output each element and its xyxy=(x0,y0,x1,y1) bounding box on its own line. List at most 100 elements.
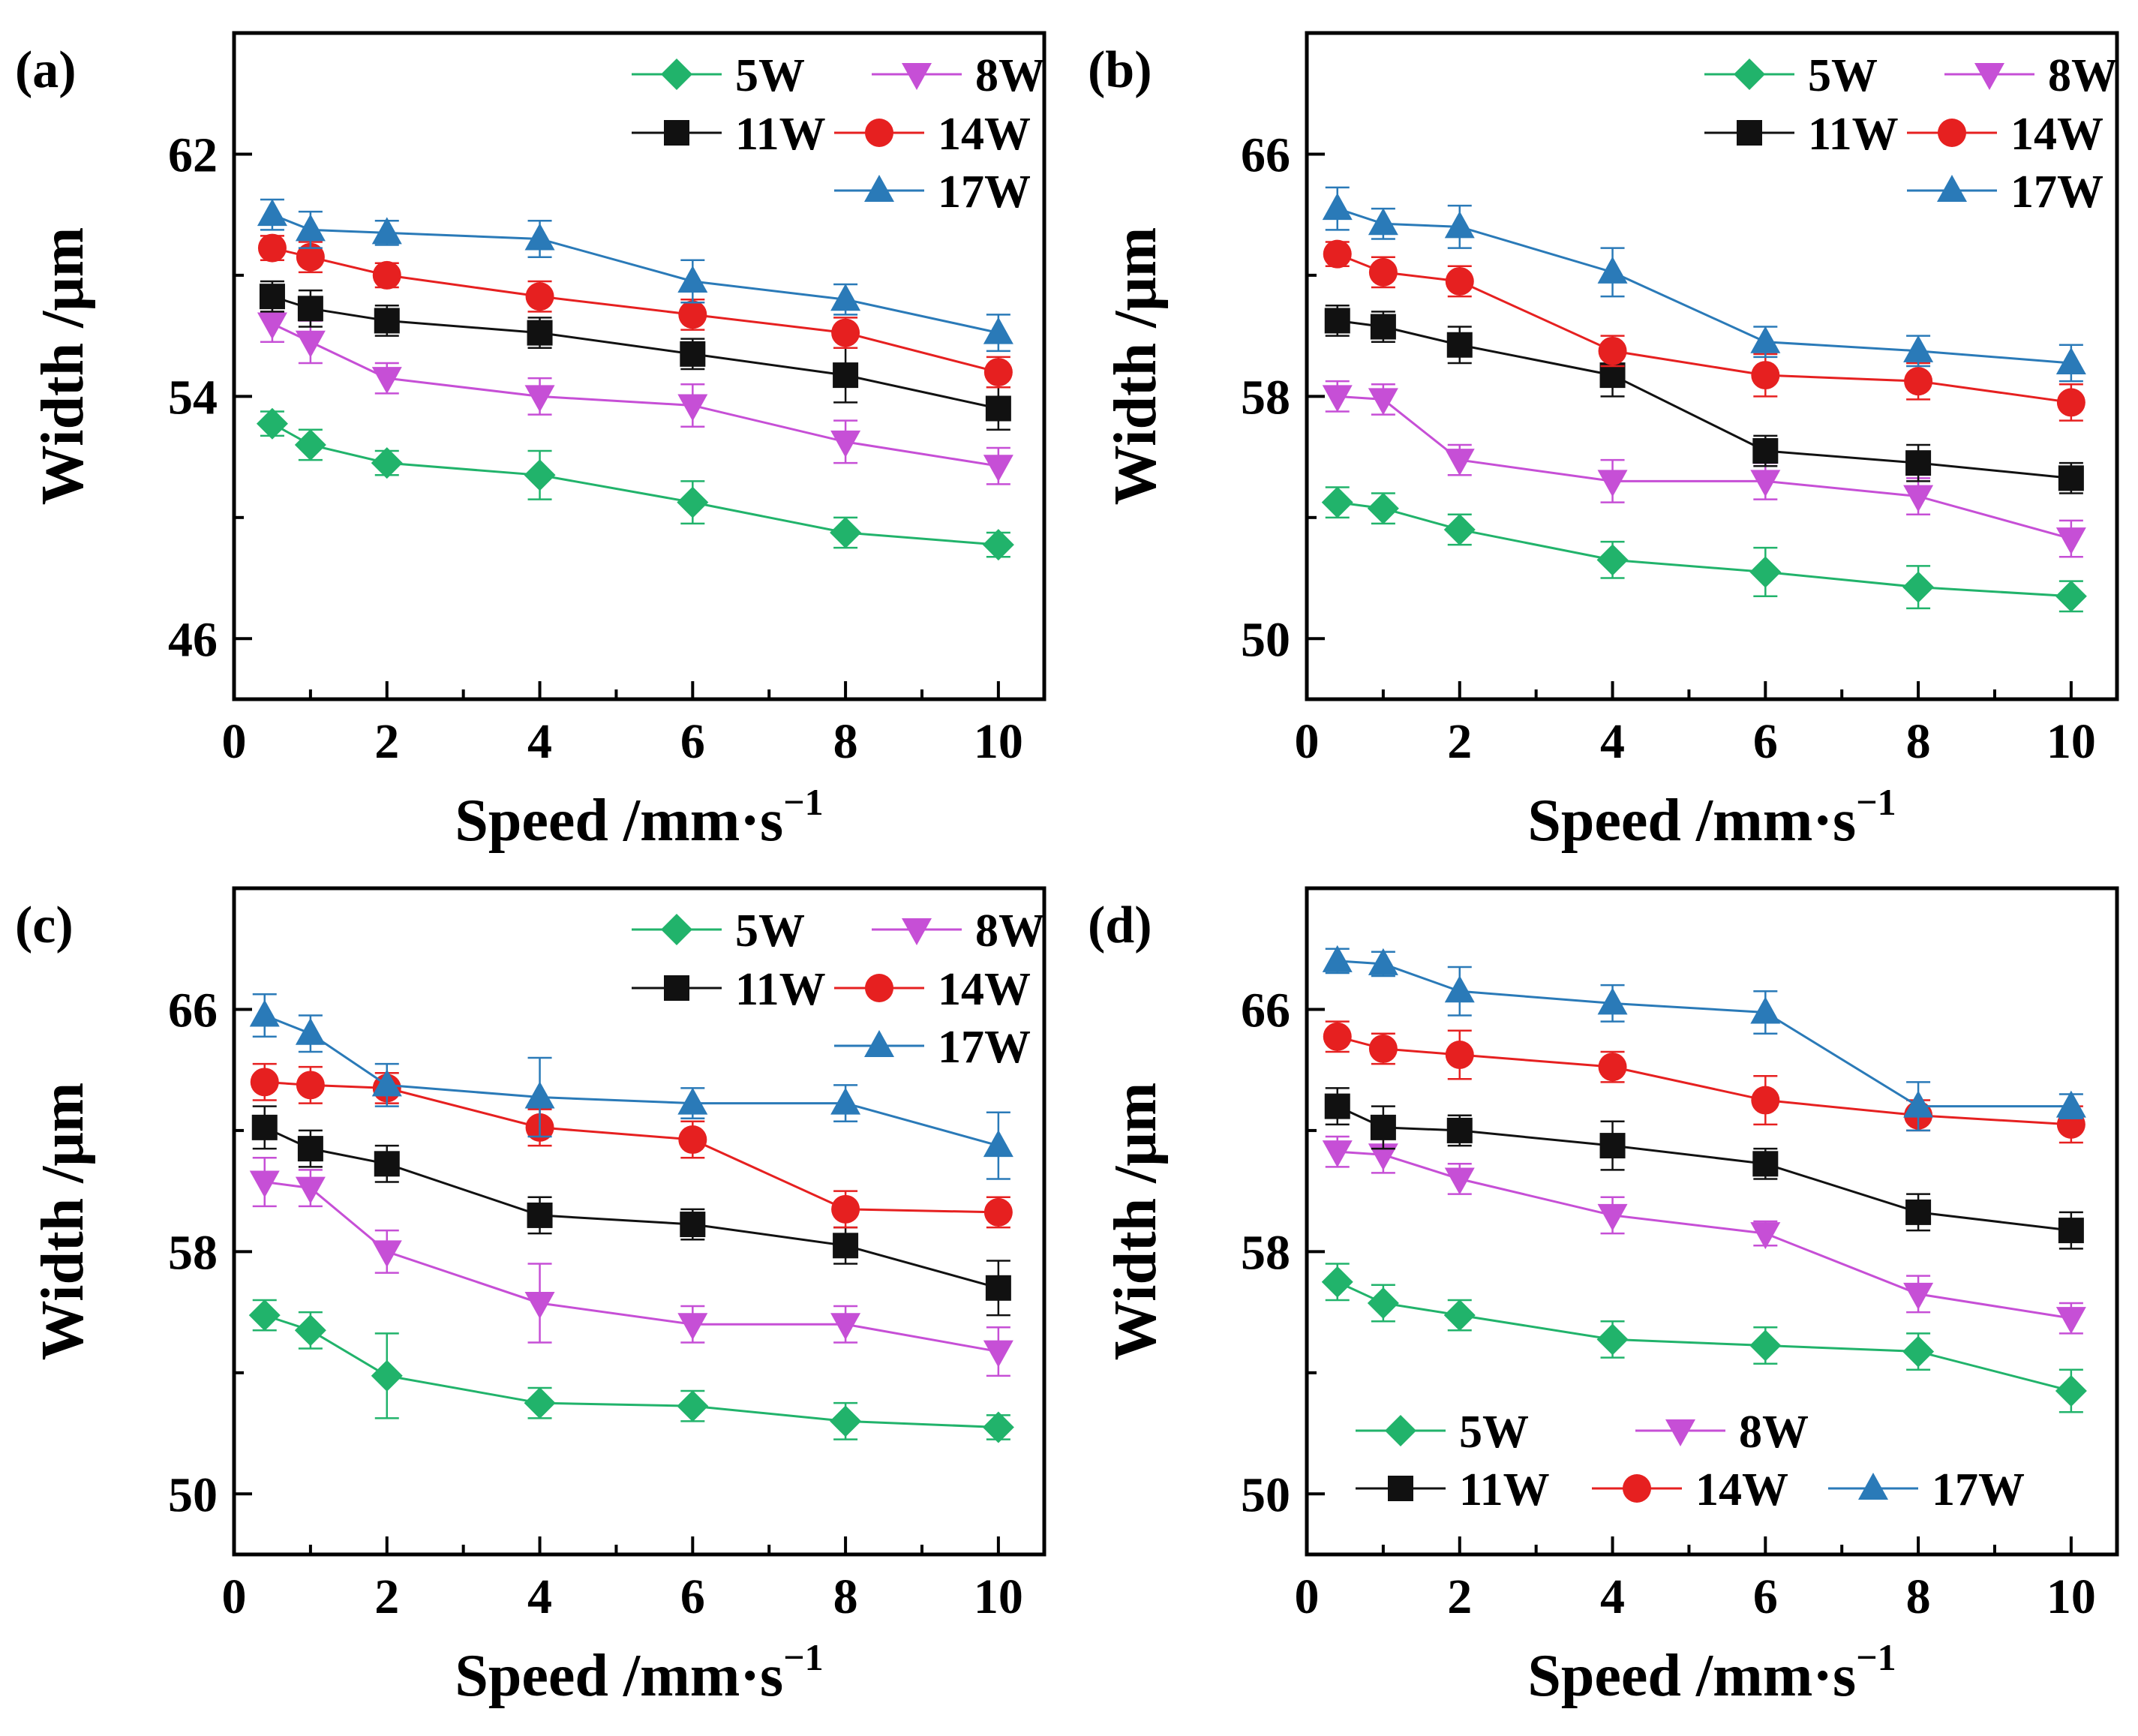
data-point-17W xyxy=(1444,211,1475,239)
series-line xyxy=(264,1014,999,1147)
x-tick-label: 4 xyxy=(527,714,552,769)
data-point-8W xyxy=(524,1291,555,1319)
legend-item-11W: 11W xyxy=(632,964,826,1015)
y-axis-label: Width /μm xyxy=(1103,227,1169,506)
legend-marker xyxy=(1938,119,1966,147)
data-point-5W xyxy=(1596,1323,1629,1356)
data-point-17W xyxy=(1903,335,1934,362)
legend-label: 17W xyxy=(1932,1464,2025,1515)
data-point-8W xyxy=(830,430,861,458)
data-point-8W xyxy=(257,312,287,340)
legend-label: 14W xyxy=(938,964,1031,1015)
data-point-11W xyxy=(374,308,400,334)
legend-marker xyxy=(1734,59,1765,90)
legend-item-17W: 17W xyxy=(1907,167,2103,218)
chart-panel-2: 0 2 4 6 8 10 50 58 66 Speed /mm·s−1 Width /μm (b) 5W… xyxy=(1088,31,2119,854)
x-tick-label: 6 xyxy=(680,1569,705,1624)
x-tick-label: 10 xyxy=(974,1569,1023,1624)
legend-marker xyxy=(1974,63,2004,90)
y-axis-label: Width /μm xyxy=(1103,1083,1169,1361)
data-point-5W xyxy=(1321,486,1353,518)
data-point-5W xyxy=(1443,1299,1476,1332)
data-point-17W xyxy=(830,1087,861,1115)
series-14W xyxy=(250,1062,1013,1229)
data-point-14W xyxy=(1904,367,1933,396)
data-point-8W xyxy=(249,1170,280,1198)
legend-item-5W: 5W xyxy=(632,50,805,101)
y-tick-label: 54 xyxy=(168,370,218,425)
y-tick-label: 58 xyxy=(1241,1225,1290,1280)
data-point-5W xyxy=(1596,544,1629,576)
data-point-17W xyxy=(983,1130,1013,1158)
data-point-17W xyxy=(371,1069,402,1097)
data-point-11W xyxy=(1905,1199,1932,1225)
legend: 5W 8W 11W 14W 17W xyxy=(1704,50,2118,218)
series-11W xyxy=(1324,1087,2084,1250)
x-tick-label: 0 xyxy=(1295,714,1320,769)
data-point-14W xyxy=(2056,388,2085,417)
data-point-17W xyxy=(1597,987,1628,1015)
data-point-17W xyxy=(1597,256,1628,284)
x-axis-label-superscript: −1 xyxy=(783,1636,824,1678)
data-point-8W xyxy=(1597,1203,1628,1231)
legend-label: 17W xyxy=(938,1022,1031,1073)
data-point-11W xyxy=(833,362,859,389)
legend-label: 8W xyxy=(1739,1407,1809,1458)
data-point-17W xyxy=(295,214,326,242)
x-tick-label: 2 xyxy=(1447,714,1472,769)
data-point-17W xyxy=(257,199,287,227)
legend-marker xyxy=(1665,1419,1695,1446)
plot-frame xyxy=(1305,31,2119,701)
data-point-11W xyxy=(1324,1093,1350,1119)
data-point-14W xyxy=(983,1197,1013,1227)
legend-label: 8W xyxy=(975,50,1045,101)
data-point-11W xyxy=(2058,465,2084,491)
series-8W xyxy=(257,305,1013,485)
data-point-11W xyxy=(1446,332,1473,358)
legend-label: 5W xyxy=(735,50,805,101)
y-axis-label: Width /μm xyxy=(30,1083,96,1361)
data-point-17W xyxy=(983,317,1013,344)
data-point-11W xyxy=(374,1151,400,1177)
x-tick-label: 10 xyxy=(2046,1569,2096,1624)
data-point-17W xyxy=(2055,347,2086,374)
x-tick-label: 4 xyxy=(527,1569,552,1624)
legend-label: 8W xyxy=(2048,50,2118,101)
legend-item-5W: 5W xyxy=(1704,50,1878,101)
data-point-8W xyxy=(524,385,555,413)
legend-label: 11W xyxy=(1808,109,1899,160)
data-point-17W xyxy=(1444,975,1475,1003)
series-line xyxy=(1337,960,2071,1108)
legend-label: 5W xyxy=(1808,50,1878,101)
data-point-11W xyxy=(1446,1117,1473,1143)
y-tick-label: 66 xyxy=(1241,128,1290,182)
panel-label: (c) xyxy=(15,897,74,954)
data-point-11W xyxy=(833,1233,859,1259)
data-point-11W xyxy=(527,320,553,346)
data-point-5W xyxy=(371,1359,403,1392)
data-point-17W xyxy=(677,1087,708,1115)
data-point-14W xyxy=(525,282,554,311)
x-tick-label: 2 xyxy=(374,714,399,769)
data-point-17W xyxy=(295,1017,326,1045)
data-point-11W xyxy=(1599,1133,1626,1159)
data-point-17W xyxy=(524,223,555,251)
x-tick-label: 6 xyxy=(680,714,705,769)
plot-frame xyxy=(232,31,1046,701)
data-point-5W xyxy=(2055,1375,2087,1407)
data-point-5W xyxy=(1367,1287,1399,1319)
data-point-11W xyxy=(1370,314,1396,340)
data-point-11W xyxy=(251,1114,278,1140)
y-tick-label: 46 xyxy=(168,612,218,667)
x-tick-label: 8 xyxy=(1906,1569,1931,1624)
y-tick-label: 58 xyxy=(1241,370,1290,425)
x-tick-label: 6 xyxy=(1753,714,1778,769)
x-tick-label: 0 xyxy=(1295,1569,1320,1624)
data-point-5W xyxy=(524,459,556,491)
series-14W xyxy=(257,233,1013,389)
legend-marker xyxy=(661,59,692,90)
y-tick-label: 50 xyxy=(1241,612,1290,667)
data-point-8W xyxy=(2055,527,2086,555)
data-point-5W xyxy=(1443,513,1476,545)
series-8W xyxy=(249,1156,1013,1377)
